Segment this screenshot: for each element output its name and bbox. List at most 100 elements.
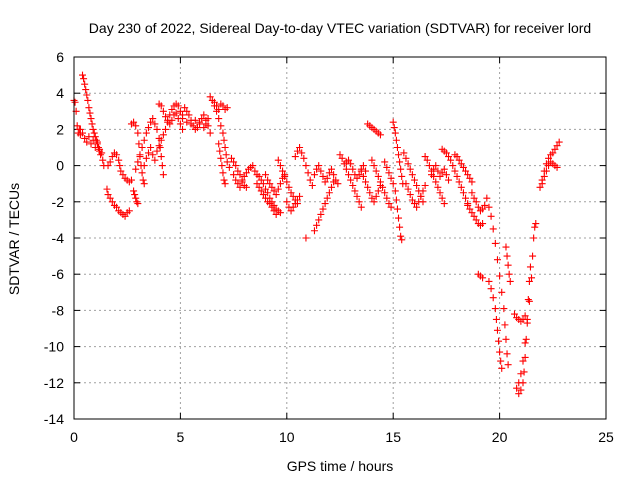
data-point (227, 154, 235, 162)
data-point (204, 115, 212, 123)
data-point (513, 384, 521, 392)
data-point (317, 167, 325, 175)
data-point (132, 194, 140, 202)
data-point (468, 209, 476, 217)
data-point (81, 80, 89, 88)
data-point (196, 120, 204, 128)
data-point (168, 105, 176, 113)
data-point (174, 102, 182, 110)
data-point (313, 165, 321, 173)
data-point (421, 153, 429, 161)
data-point (385, 169, 393, 177)
data-point (240, 172, 248, 180)
data-point (538, 180, 546, 188)
data-point (430, 165, 438, 173)
data-point (268, 203, 276, 211)
data-point (440, 200, 448, 208)
data-point (293, 196, 301, 204)
data-point (479, 220, 487, 228)
data-point (153, 125, 161, 133)
data-point (135, 140, 143, 148)
data-point (159, 107, 167, 115)
data-point (287, 189, 295, 197)
data-point (526, 263, 534, 271)
data-point (359, 172, 367, 180)
series-arc-q (230, 162, 257, 191)
data-point (187, 120, 195, 128)
data-point (368, 194, 376, 202)
data-point (147, 144, 155, 151)
data-point (487, 212, 495, 220)
data-point (130, 118, 138, 126)
data-point (383, 163, 391, 171)
data-point (410, 200, 418, 208)
data-point (262, 185, 270, 193)
series-arc-d (103, 185, 133, 220)
data-point (210, 98, 218, 106)
data-point (338, 154, 346, 162)
series-arc-v (283, 192, 304, 215)
series-arc-af (381, 158, 406, 244)
data-point (520, 368, 528, 376)
data-point (408, 171, 416, 179)
data-point (138, 144, 146, 151)
y-tick-label: 6 (56, 49, 64, 65)
data-point (389, 180, 397, 188)
data-point (349, 182, 357, 190)
data-point (156, 144, 164, 151)
data-point (545, 162, 553, 170)
data-point (502, 243, 510, 251)
data-point (453, 153, 461, 161)
data-point (200, 124, 208, 132)
data-point (136, 151, 144, 159)
data-point (84, 96, 92, 104)
data-point (355, 171, 363, 179)
data-point (289, 203, 297, 211)
data-point (108, 198, 116, 206)
data-point (470, 212, 478, 220)
data-point (251, 167, 259, 175)
data-point (434, 183, 442, 191)
data-point (264, 176, 272, 184)
data-point (379, 183, 387, 191)
series-arc-j (155, 100, 187, 133)
data-point (532, 220, 540, 228)
data-point (298, 149, 306, 157)
data-point (220, 136, 228, 144)
data-point (323, 194, 331, 202)
data-point (404, 160, 412, 168)
data-point (521, 353, 529, 361)
data-point (213, 102, 221, 110)
series-arc-f (127, 118, 148, 188)
data-point (413, 203, 421, 211)
data-point (262, 171, 270, 179)
series-arc-aa (336, 151, 365, 211)
data-point (357, 167, 365, 175)
y-tick-label: -8 (52, 302, 65, 318)
data-point (276, 180, 284, 188)
series-arc-am (451, 151, 476, 186)
data-point (134, 200, 142, 208)
data-point (232, 162, 240, 170)
data-point (108, 153, 116, 161)
data-point (86, 109, 94, 117)
data-point (468, 178, 476, 186)
data-point (383, 194, 391, 202)
data-point (217, 122, 225, 130)
data-point (491, 305, 499, 313)
data-point (222, 151, 230, 159)
data-point (151, 156, 159, 164)
data-point (80, 75, 88, 83)
data-point (91, 144, 99, 151)
data-point (99, 156, 107, 164)
data-point (221, 180, 229, 188)
data-point (500, 305, 508, 313)
data-point (413, 182, 421, 190)
data-point (217, 154, 225, 162)
data-point (81, 134, 89, 142)
data-point (268, 183, 276, 191)
data-point (310, 171, 318, 179)
series-arc-c (76, 125, 108, 170)
data-point (351, 187, 359, 195)
data-point (449, 162, 457, 170)
